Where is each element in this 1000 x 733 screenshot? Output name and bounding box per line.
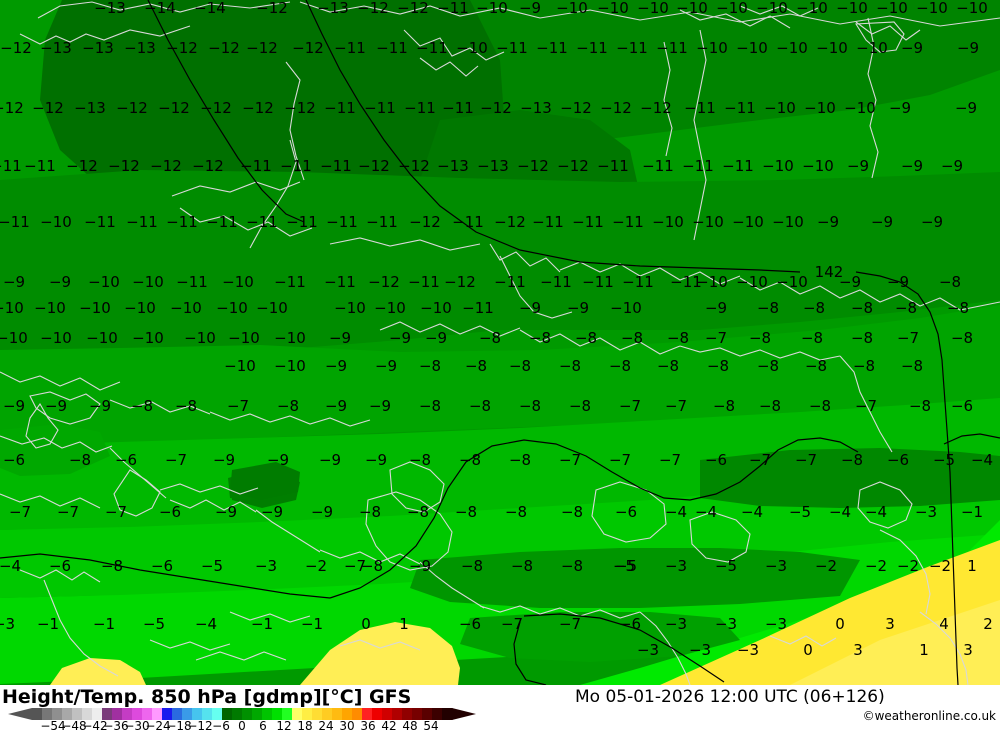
colorbar-tick: −18 xyxy=(166,719,192,733)
colorbar-tick: 36 xyxy=(360,719,376,733)
height-contour-layer xyxy=(0,0,1000,685)
colorbar-tick: 30 xyxy=(339,719,355,733)
colorbar-swatch xyxy=(152,708,163,720)
colorbar-swatch xyxy=(32,708,43,720)
colorbar-swatch xyxy=(242,708,253,720)
colorbar-swatch xyxy=(392,708,403,720)
colorbar-swatch xyxy=(292,708,303,720)
colorbar-swatch xyxy=(272,708,283,720)
colorbar-tick: −24 xyxy=(145,719,171,733)
colorbar-gradient xyxy=(8,708,476,720)
colorbar-swatch xyxy=(162,708,173,720)
colorbar-swatch xyxy=(72,708,83,720)
temp-pocket-dark-se xyxy=(700,448,1000,508)
colorbar-swatch xyxy=(172,708,183,720)
colorbar-swatch xyxy=(232,708,243,720)
colorbar-swatch xyxy=(322,708,333,720)
colorbar-left-arrow xyxy=(8,708,32,720)
weather-map[interactable]: −13 −14 −14 −12 −13 −12 −12 −11 −10 −9 −10 −10 −10 −1… xyxy=(0,0,1000,685)
colorbar-swatch xyxy=(412,708,423,720)
colorbar-tick: 18 xyxy=(297,719,313,733)
colorbar-swatch xyxy=(92,708,103,720)
colorbar-tick: 0 xyxy=(238,719,246,733)
colorbar-tick: 6 xyxy=(259,719,267,733)
colorbar-swatch xyxy=(252,708,263,720)
colorbar-swatch xyxy=(132,708,143,720)
temp-band-mid xyxy=(0,305,1000,446)
colorbar-tick: 48 xyxy=(402,719,418,733)
colorbar-swatch xyxy=(142,708,153,720)
colorbar-tick: −54 xyxy=(40,719,66,733)
colorbar-swatch xyxy=(42,708,53,720)
colorbar-swatch xyxy=(102,708,113,720)
colorbar-swatch xyxy=(302,708,313,720)
colorbar-swatch xyxy=(52,708,63,720)
colorbar-swatch xyxy=(382,708,393,720)
colorbar-tick: −30 xyxy=(124,719,150,733)
temp-pocket-dark-c xyxy=(460,612,740,662)
colorbar-swatch xyxy=(212,708,223,720)
colorbar-swatch xyxy=(352,708,363,720)
temp-pocket-dark-ne xyxy=(230,462,300,500)
colorbar-tick: 24 xyxy=(318,719,334,733)
colorbar-right-arrow xyxy=(452,708,476,720)
colorbar-swatch xyxy=(312,708,323,720)
colorbar-tick: 54 xyxy=(423,719,439,733)
colorbar-swatch xyxy=(192,708,203,720)
colorbar-swatch xyxy=(62,708,73,720)
colorbar-tick: −36 xyxy=(103,719,129,733)
map-valid-time: Mo 05-01-2026 12:00 UTC (06+126) xyxy=(575,687,885,707)
temp-band-yellow-w xyxy=(50,658,146,685)
colorbar-swatch xyxy=(332,708,343,720)
colorbar-swatch xyxy=(262,708,273,720)
temp-band-yellow-sw xyxy=(300,622,460,685)
colorbar-swatch xyxy=(122,708,133,720)
colorbar-swatch xyxy=(112,708,123,720)
copyright-notice: ©weatheronline.co.uk xyxy=(862,709,996,723)
colorbar-swatch xyxy=(432,708,443,720)
colorbar-swatch xyxy=(82,708,93,720)
colorbar-tick: −6 xyxy=(212,719,230,733)
temp-band-cold-n xyxy=(470,0,1000,150)
colorbar-swatch xyxy=(442,708,453,720)
colorbar-tick: −42 xyxy=(82,719,108,733)
temp-band-yellow-core xyxy=(790,600,1000,685)
colorbar-swatch xyxy=(202,708,213,720)
map-graphics xyxy=(0,0,1000,685)
colorbar-swatch xyxy=(282,708,293,720)
colorbar-swatch xyxy=(422,708,433,720)
temperature-colorbar[interactable]: −54 −48 −42 −36 −30 −24 −18 −12 −6 0 6 12 18 24 30 36 42… xyxy=(0,707,480,733)
colorbar-tick: −48 xyxy=(61,719,87,733)
colorbar-swatch xyxy=(182,708,193,720)
colorbar-swatch xyxy=(372,708,383,720)
colorbar-swatch xyxy=(222,708,233,720)
colorbar-swatch xyxy=(402,708,413,720)
map-footer: Height/Temp. 850 hPa [gdmp][°C] GFS Mo 0… xyxy=(0,685,1000,733)
colorbar-swatch xyxy=(362,708,373,720)
colorbar-tick-labels: −54 −48 −42 −36 −30 −24 −18 −12 −6 0 6 12 18 24 30 36 42… xyxy=(0,719,480,733)
colorbar-tick: 12 xyxy=(276,719,292,733)
colorbar-tick: −12 xyxy=(187,719,213,733)
map-title: Height/Temp. 850 hPa [gdmp][°C] GFS xyxy=(2,686,412,708)
temp-pocket-dark-s xyxy=(410,548,860,608)
colorbar-swatch xyxy=(342,708,353,720)
colorbar-tick: 42 xyxy=(381,719,397,733)
temp-band-cold-mid xyxy=(0,170,1000,352)
